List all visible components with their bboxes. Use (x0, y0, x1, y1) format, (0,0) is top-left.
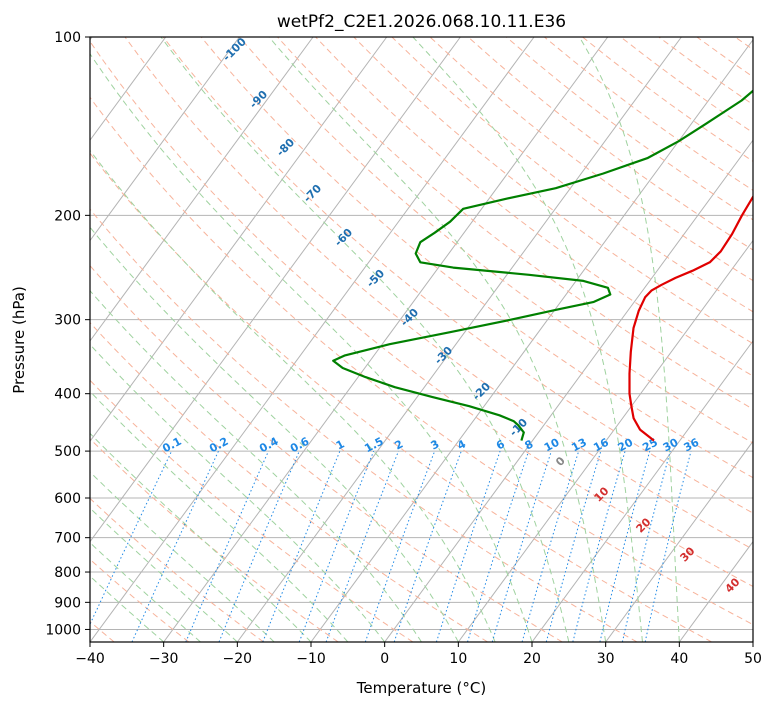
moist-adiabat (90, 471, 275, 642)
mixing-ratio-line (521, 450, 580, 642)
mixing-ratio-line (325, 450, 399, 642)
x-tick-label: −30 (149, 651, 179, 667)
x-tick-label: 20 (523, 651, 541, 667)
y-tick-label: 500 (54, 444, 81, 460)
mixing-ratio-line (491, 450, 552, 642)
y-axis-ticks: 1000 900 800 700 600 500 400 300 200 100 (45, 30, 90, 638)
mixing-ratio-line (185, 450, 269, 642)
y-tick-label: 700 (54, 531, 81, 547)
moist-adiabat (90, 149, 496, 642)
dry-adiabat (90, 96, 753, 626)
isotherm-line (90, 37, 388, 443)
mixing-ratio-label: 36 (682, 436, 702, 455)
mixing-ratio-label: 16 (591, 436, 611, 455)
temperature-line (628, 194, 753, 442)
dry-adiabat (90, 264, 563, 642)
mixing-ratio-label: 10 (542, 436, 562, 455)
y-tick-label: 200 (54, 208, 81, 224)
mixing-ratio-line (599, 450, 651, 642)
x-axis-ticks: −40 −30 −20 −10 0 10 20 30 40 50 (75, 642, 762, 667)
y-tick-label: 600 (54, 491, 81, 507)
mixing-ratio-lines (90, 450, 692, 642)
y-tick-label: 300 (54, 313, 81, 329)
isotherm-line (236, 37, 682, 642)
moist-adiabat (268, 37, 607, 642)
dry-adiabat (315, 37, 753, 377)
mixing-ratio-label: 25 (640, 436, 660, 455)
dry-adiabat (162, 37, 753, 514)
moist-adiabat (90, 290, 422, 642)
x-tick-label: 10 (449, 651, 467, 667)
mixing-ratio-line (218, 450, 300, 642)
moist-adiabat (90, 575, 165, 642)
moist-adiabat (578, 37, 680, 642)
x-tick-label: 30 (597, 651, 615, 667)
x-axis-label: Temperature (°C) (356, 679, 486, 697)
moist-adiabat (90, 52, 533, 642)
mixing-ratio-line (393, 450, 462, 642)
dry-adiabat (277, 37, 753, 410)
dry-adiabat (90, 40, 753, 588)
isotherm-line (384, 139, 753, 642)
y-tick-label: 100 (54, 30, 81, 46)
y-axis-label: Pressure (hPa) (10, 286, 28, 394)
mixing-ratio-line (644, 450, 692, 642)
moist-adiabat (90, 541, 201, 642)
mixing-ratio-line (621, 450, 671, 642)
x-tick-label: 50 (744, 651, 762, 667)
isotherm-line (90, 37, 314, 342)
moist-adiabat (90, 390, 349, 642)
dry-adiabat (90, 321, 488, 642)
x-tick-label: 0 (380, 651, 389, 667)
moist-adiabat (160, 37, 570, 642)
mixing-ratio-line (467, 450, 530, 642)
moist-adiabat (412, 37, 643, 642)
x-tick-label: −40 (75, 651, 105, 667)
isotherm-line (90, 37, 167, 142)
dewpoint-line (332, 89, 753, 441)
y-tick-label: 400 (54, 387, 81, 403)
isotherm-line (163, 37, 609, 642)
isotherm-line (90, 37, 535, 642)
y-tick-label: 900 (54, 595, 81, 611)
chart-title: wetPf2_C2E1.2026.068.10.11.E36 (277, 12, 566, 32)
mixing-ratio-label: 13 (569, 436, 589, 455)
moist-adiabat (90, 507, 238, 642)
isotherm-line (531, 340, 753, 642)
plot-frame (89, 36, 754, 643)
moist-adiabat (90, 343, 386, 642)
isotherm-line (605, 440, 753, 642)
dry-adiabat (90, 152, 712, 642)
mixing-ratio-label: 20 (616, 436, 636, 455)
mixing-ratio-line (545, 450, 602, 642)
dry-adiabat (90, 208, 638, 642)
moist-adiabat (90, 226, 459, 642)
mixing-ratio-line (572, 450, 626, 642)
isotherm-line (457, 239, 753, 642)
profile-series (332, 89, 753, 442)
dry-adiabat (239, 37, 753, 444)
mixing-ratio-label: 30 (661, 436, 681, 455)
mixing-ratio-line (364, 450, 436, 642)
moist-adiabats (90, 37, 680, 642)
dry-adiabat (124, 37, 753, 550)
y-tick-label: 1000 (45, 622, 81, 638)
x-tick-label: 40 (670, 651, 688, 667)
mixing-ratio-line (435, 450, 501, 642)
isotherm-line (90, 37, 240, 242)
mixing-ratio-line (298, 450, 375, 642)
x-tick-label: −10 (296, 651, 326, 667)
y-tick-label: 800 (54, 565, 81, 581)
mixing-ratio-line (262, 450, 341, 642)
x-tick-label: −20 (223, 651, 253, 667)
